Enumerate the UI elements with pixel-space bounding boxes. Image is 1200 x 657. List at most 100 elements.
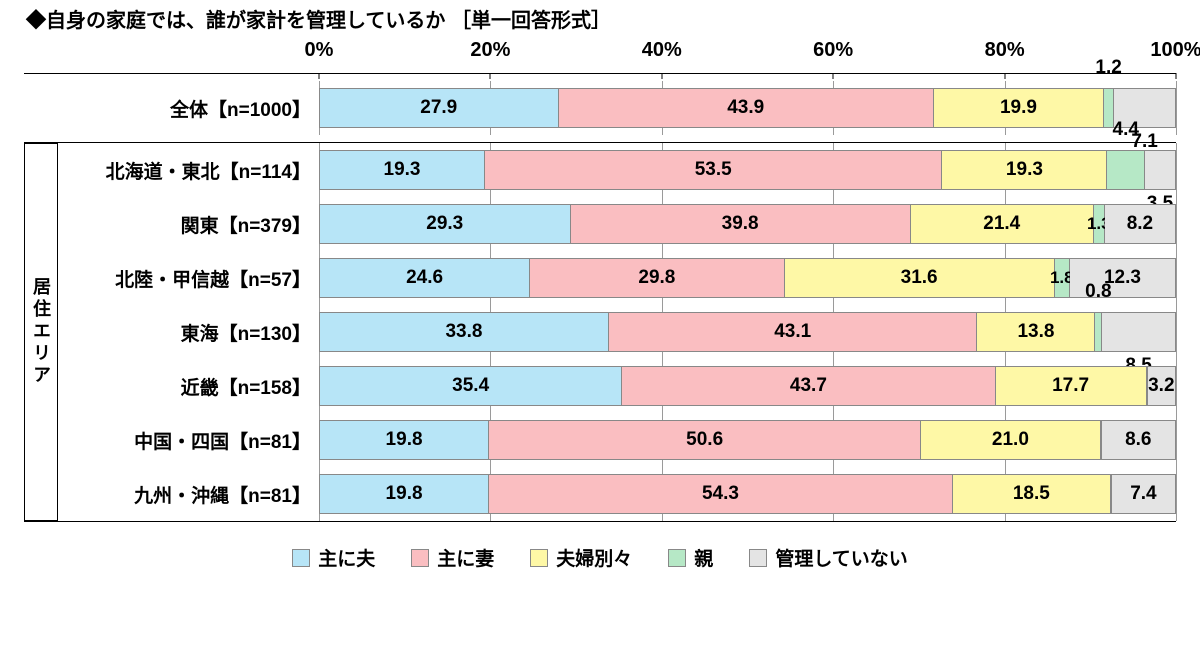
bar-segment: 19.9	[934, 89, 1104, 127]
bar-segment: 21.4	[911, 205, 1094, 243]
bar-segment: 0.8	[1095, 313, 1102, 351]
bar-segment: 8.2	[1105, 205, 1175, 243]
stacked-bar: 19.8 50.6 21.0 8.6	[319, 420, 1176, 460]
bar-segment-value: 7.4	[1130, 483, 1156, 505]
bar-segment-value: 33.8	[445, 321, 482, 343]
axis-tick-label: 40%	[642, 39, 682, 62]
bar-segment-value: 17.7	[1052, 375, 1089, 397]
bar-segment-value: 19.3	[1006, 159, 1043, 181]
legend-swatch	[668, 549, 686, 567]
legend-item: 親	[668, 544, 713, 571]
bar-segment-value: 35.4	[452, 375, 489, 397]
bar-segment: 29.3	[320, 205, 571, 243]
bar-segment-value: 39.8	[722, 213, 759, 235]
row-label: 北陸・甲信越【n=57】	[58, 265, 319, 292]
stacked-bar: 19.8 54.3 18.5 7.4	[319, 474, 1176, 514]
x-axis: 0%20%40%60%80%100%	[24, 39, 1176, 73]
bar-segment: 1.3	[1094, 205, 1105, 243]
chart: 0%20%40%60%80%100% 全体【n=1000】 27.943.919…	[24, 39, 1176, 571]
stacked-bar: 33.8 43.1 13.8 0.88.5	[319, 312, 1176, 352]
bar-segment: 24.6	[320, 259, 530, 297]
row-group-label: 居住エリア	[24, 143, 58, 521]
bar-segment: 7.4	[1112, 475, 1175, 513]
bar-segment: 3.2	[1148, 367, 1175, 405]
legend-label: 夫婦別々	[556, 544, 632, 571]
row-region: 北陸・甲信越【n=57】24.629.831.61.812.3	[58, 251, 1176, 305]
row-region: 北海道・東北【n=114】19.353.519.34.43.5	[58, 143, 1176, 197]
legend-swatch	[749, 549, 767, 567]
bar-segment: 35.4	[320, 367, 622, 405]
bar-segment: 29.8	[530, 259, 785, 297]
bar-segment: 13.8	[977, 313, 1095, 351]
bar-segment: 8.6	[1102, 421, 1175, 459]
bar-segment-value: 31.6	[901, 267, 938, 289]
legend-item: 管理していない	[749, 544, 907, 571]
stacked-bar: 35.4 43.7 17.7 3.2	[319, 366, 1176, 406]
bar-segment: 19.3	[942, 151, 1107, 189]
row-region: 関東【n=379】29.3 39.8 21.4 1.38.2	[58, 197, 1176, 251]
bar-segment-value: 3.2	[1148, 375, 1174, 397]
legend-swatch	[292, 549, 310, 567]
row-label: 近畿【n=158】	[58, 373, 319, 400]
bar-segment-value: 4.4	[1113, 119, 1139, 141]
bar-segment-value: 18.5	[1013, 483, 1050, 505]
bar-segment: 21.0	[921, 421, 1100, 459]
row-region: 東海【n=130】33.843.113.80.88.5	[58, 305, 1176, 359]
bar-segment: 39.8	[571, 205, 911, 243]
stacked-bar: 29.3 39.8 21.4 1.38.2	[319, 204, 1176, 244]
bar-segment: 17.7	[996, 367, 1147, 405]
bar-segment-value: 54.3	[702, 483, 739, 505]
row-label: 全体【n=1000】	[24, 95, 319, 122]
chart-title: ◆自身の家庭では、誰が家計を管理しているか ［単一回答形式］	[26, 4, 1176, 33]
bar-segment-value: 8.6	[1125, 429, 1151, 451]
row-region: 中国・四国【n=81】 19.8 50.6 21.0 8.6	[58, 413, 1176, 467]
stacked-bar: 24.629.831.61.812.3	[319, 258, 1176, 298]
bar-segment: 18.5	[953, 475, 1111, 513]
row-region: 近畿【n=158】 35.4 43.7 17.7 3.2	[58, 359, 1176, 413]
bar-segment-value: 13.8	[1017, 321, 1054, 343]
stacked-bar: 19.3 53.5 19.3 4.43.5	[319, 150, 1176, 190]
bar-segment-value: 19.3	[384, 159, 421, 181]
bar-segment: 3.5	[1145, 151, 1175, 189]
bar-segment: 4.4	[1107, 151, 1145, 189]
legend-item: 主に妻	[411, 544, 494, 571]
bar-segment: 8.5	[1102, 313, 1175, 351]
bar-segment-value: 21.4	[983, 213, 1020, 235]
bar-segment-value: 24.6	[406, 267, 443, 289]
bar-segment-value: 43.1	[774, 321, 811, 343]
row-label: 九州・沖縄【n=81】	[58, 481, 319, 508]
bar-segment-value: 19.8	[386, 429, 423, 451]
legend: 主に夫 主に妻 夫婦別々 親 管理していない	[24, 544, 1176, 571]
bar-segment: 43.9	[559, 89, 934, 127]
bar-segment: 54.3	[489, 475, 953, 513]
row-label: 関東【n=379】	[58, 211, 319, 238]
bar-segment-value: 19.8	[386, 483, 423, 505]
bar-segment: 27.9	[320, 89, 559, 127]
bar-segment: 50.6	[489, 421, 921, 459]
bar-segment: 53.5	[485, 151, 942, 189]
legend-label: 親	[694, 544, 713, 571]
bar-segment-value: 19.9	[1000, 97, 1037, 119]
row-total: 全体【n=1000】 27.943.919.91.27.1	[24, 81, 1176, 135]
bar-segment: 19.8	[320, 475, 489, 513]
legend-label: 主に夫	[318, 544, 375, 571]
bar-segment-value: 1.2	[1095, 57, 1121, 79]
bar-segment: 1.8	[1055, 259, 1070, 297]
bar-segment-value: 43.7	[790, 375, 827, 397]
bar-segment: 43.1	[609, 313, 978, 351]
legend-item: 夫婦別々	[530, 544, 632, 571]
row-label: 中国・四国【n=81】	[58, 427, 319, 454]
axis-tick-label: 100%	[1150, 39, 1200, 62]
bar-segment-value: 21.0	[992, 429, 1029, 451]
legend-label: 主に妻	[437, 544, 494, 571]
axis-tick-label: 0%	[305, 39, 334, 62]
bar-segment: 43.7	[622, 367, 995, 405]
legend-swatch	[530, 549, 548, 567]
row-region: 九州・沖縄【n=81】 19.8 54.3 18.5 7.4	[58, 467, 1176, 521]
bar-segment-value: 27.9	[420, 97, 457, 119]
bar-segment-value: 50.6	[686, 429, 723, 451]
legend-item: 主に夫	[292, 544, 375, 571]
bar-segment-value: 29.8	[638, 267, 675, 289]
axis-tick-label: 80%	[985, 39, 1025, 62]
legend-swatch	[411, 549, 429, 567]
